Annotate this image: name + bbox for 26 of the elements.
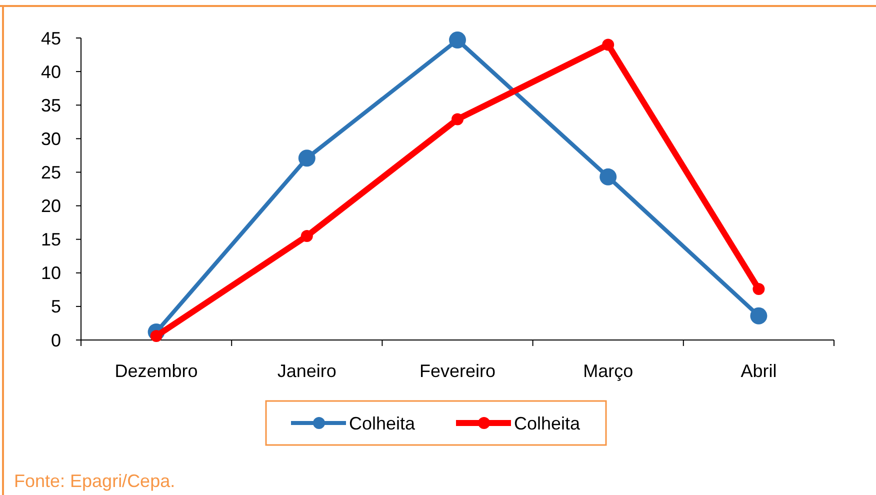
source-note: Fonte: Epagri/Cepa. — [14, 471, 176, 491]
y-tick-label: 15 — [40, 230, 61, 250]
point — [752, 282, 765, 295]
x-tick-label: Janeiro — [277, 361, 336, 381]
legend-label: Colheita — [514, 413, 582, 434]
y-tick-label: 10 — [40, 263, 61, 284]
point — [449, 32, 466, 49]
legend-label: Colheita — [349, 413, 416, 434]
y-tick-label: 20 — [40, 196, 61, 216]
point — [298, 150, 316, 167]
x-tick-label: Dezembro — [114, 361, 198, 381]
y-tick-label: 5 — [50, 296, 61, 317]
point — [750, 307, 768, 324]
x-tick-label: Março — [583, 361, 634, 381]
y-tick-label: 30 — [40, 128, 61, 149]
point — [452, 113, 464, 126]
point — [602, 38, 614, 51]
y-tick-label: 25 — [40, 162, 61, 183]
point — [600, 168, 617, 186]
y-tick-label: 45 — [40, 28, 61, 48]
y-tick-label: 35 — [40, 95, 61, 116]
y-tick-label: 40 — [40, 62, 61, 82]
x-tick-label: Fevereiro — [419, 361, 496, 381]
x-tick-label: Abril — [740, 361, 777, 381]
point — [300, 230, 313, 242]
y-tick-label: 0 — [50, 330, 61, 350]
